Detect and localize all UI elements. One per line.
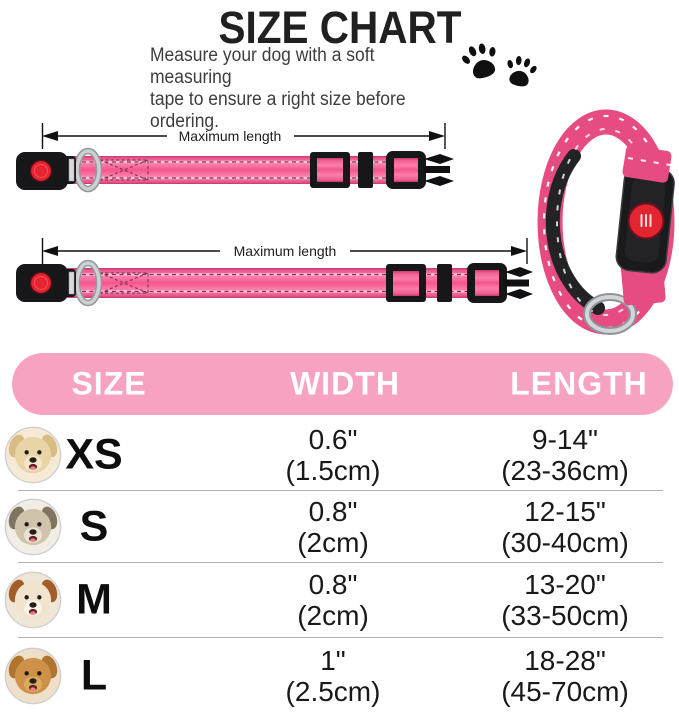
length-inches: 9-14" xyxy=(532,424,598,455)
page-subtitle: Measure your dog with a soft measuring t… xyxy=(150,45,454,133)
width-inches: 0.8" xyxy=(308,495,358,527)
arrowhead-right-icon xyxy=(429,131,445,141)
length-cm: (23-36cm) xyxy=(501,455,629,486)
buckle-male xyxy=(386,151,454,189)
buckle-prong-icon xyxy=(505,267,533,277)
paw-print-icon xyxy=(460,41,498,81)
dog-photo-cream-poodle xyxy=(4,426,62,484)
tri-glide-slider xyxy=(310,152,350,188)
page-title: SIZE CHART xyxy=(218,2,461,53)
arrowhead-left-icon xyxy=(42,131,58,141)
tri-glide-slider xyxy=(386,264,426,302)
length-inches: 18-28" xyxy=(524,644,606,676)
collar-diagram-max-length-long: Maximum length xyxy=(16,238,533,307)
width-cell: 0.8" (2cm) xyxy=(193,496,473,558)
length-inches: 12-15" xyxy=(524,495,606,527)
neoprene-padding xyxy=(545,149,605,315)
buckle-prong-icon xyxy=(424,154,454,164)
width-inches: 1" xyxy=(320,644,346,676)
width-cell: 0.6" (1.5cm) xyxy=(193,424,473,486)
dog-photo-beagle xyxy=(4,571,62,629)
row-divider xyxy=(18,637,663,638)
subtitle-line-1: Measure your dog with a soft measuring xyxy=(150,45,375,88)
stitch-x xyxy=(99,272,149,294)
strap-upper xyxy=(622,145,672,183)
length-cell: 13-20" (33-50cm) xyxy=(450,569,679,631)
width-cm: (2cm) xyxy=(297,526,369,558)
buckle-female xyxy=(16,264,76,302)
table-header: SIZE WIDTH LENGTH xyxy=(12,353,673,415)
width-cm: (1.5cm) xyxy=(285,455,381,486)
size-label: M xyxy=(76,575,112,624)
width-cell: 0.8" (2cm) xyxy=(193,569,473,631)
table-row-m: M 0.8" (2cm) 13-20" (33-50cm) xyxy=(0,564,679,636)
dog-photo-yorkshire-terrier xyxy=(4,498,62,555)
length-cm: (30-40cm) xyxy=(501,526,629,558)
size-label: XS xyxy=(65,430,123,479)
paw-print-icon xyxy=(505,54,539,88)
max-length-label: Maximum length xyxy=(234,243,337,259)
column-header-width: WIDTH xyxy=(290,365,400,402)
dimension-line: Maximum length xyxy=(41,123,446,149)
table-row-l: L 1" (2.5cm) 18-28" (45-70cm) xyxy=(0,639,679,712)
arrowhead-right-icon xyxy=(511,246,527,256)
button-ridge xyxy=(645,214,647,227)
length-cell: 18-28" (45-70cm) xyxy=(450,645,679,707)
dog-photo-golden-retriever xyxy=(4,647,62,704)
length-cm: (33-50cm) xyxy=(501,600,629,631)
collar-product-photo xyxy=(537,109,675,335)
width-inches: 0.6" xyxy=(308,424,358,455)
strap-keeper xyxy=(358,152,373,188)
buckle-prong-icon xyxy=(505,289,533,299)
row-divider xyxy=(18,562,663,563)
stitch-x xyxy=(99,159,149,181)
length-cm: (45-70cm) xyxy=(501,675,629,707)
size-label: L xyxy=(80,651,108,699)
column-header-size: SIZE xyxy=(71,365,147,402)
width-inches: 0.8" xyxy=(308,569,358,600)
button-ridge xyxy=(649,214,652,227)
length-cell: 12-15" (30-40cm) xyxy=(450,496,679,558)
size-label: S xyxy=(79,502,109,550)
table-row-s: S 0.8" (2cm) 12-15" (30-40cm) xyxy=(0,492,679,561)
stitch-x xyxy=(99,159,149,181)
width-cm: (2cm) xyxy=(297,600,369,631)
max-length-label: Maximum length xyxy=(179,128,282,144)
width-cell: 1" (2.5cm) xyxy=(193,645,473,707)
length-inches: 13-20" xyxy=(524,569,606,600)
strap-keeper xyxy=(437,264,452,302)
metal-d-ring-highlight xyxy=(75,261,101,305)
table-row-xs: XS 0.6" (1.5cm) 9-14" (23-36cm) xyxy=(0,420,679,490)
stitch-x xyxy=(99,272,149,294)
buckle-male xyxy=(467,263,533,303)
metal-d-ring-highlight xyxy=(585,295,635,333)
release-button-icon xyxy=(29,271,53,295)
release-button-icon xyxy=(29,159,53,183)
length-cell: 9-14" (23-36cm) xyxy=(450,424,679,486)
row-divider xyxy=(18,490,663,491)
buckle-prong-icon xyxy=(424,176,454,186)
width-cm: (2.5cm) xyxy=(285,675,381,707)
arrowhead-left-icon xyxy=(42,246,58,256)
subtitle-line-2: tape to ensure a right size before order… xyxy=(150,89,406,132)
dimension-line: Maximum length xyxy=(41,238,528,264)
column-header-length: LENGTH xyxy=(510,365,648,402)
buckle-female xyxy=(16,152,76,190)
collar-diagram-max-length-short: Maximum length xyxy=(16,123,454,193)
metal-d-ring-highlight xyxy=(75,149,101,191)
button-ridge xyxy=(640,214,643,227)
